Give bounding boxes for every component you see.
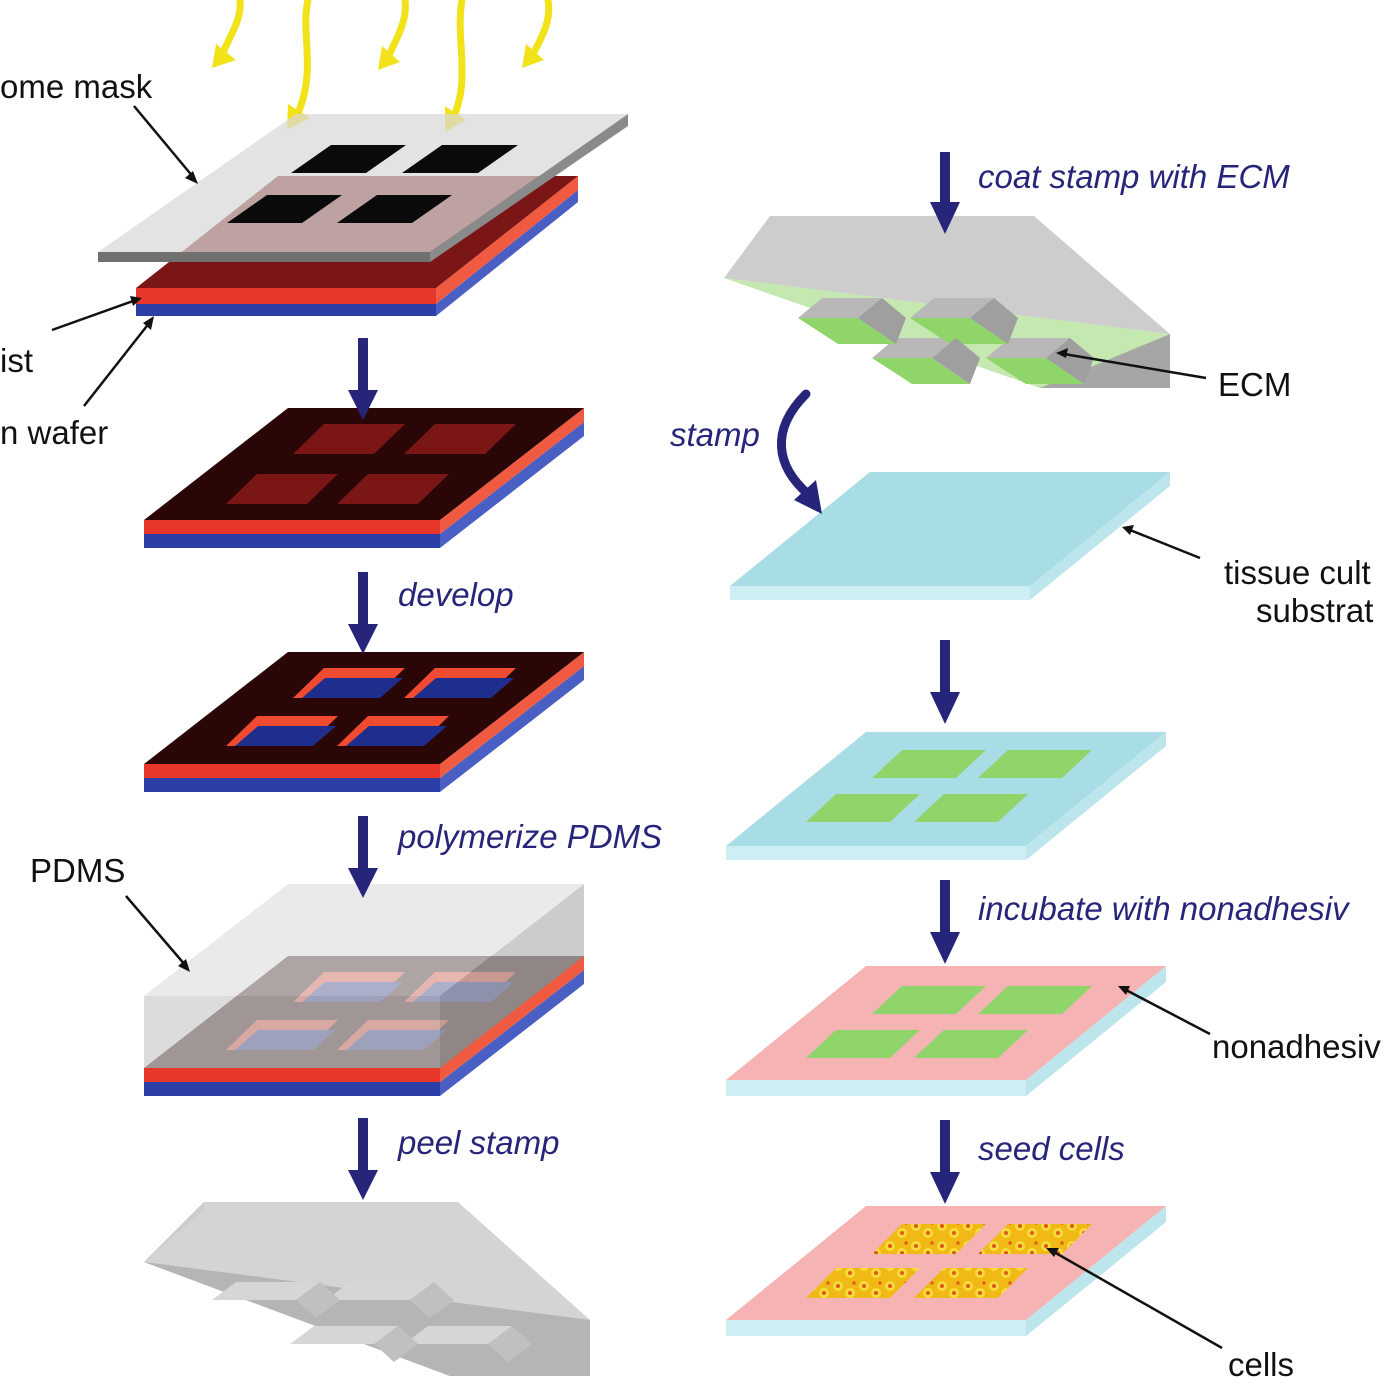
cells-label: cells [1228, 1346, 1294, 1383]
wafer-with-mask [98, 114, 628, 316]
exposed-wafer [144, 408, 584, 548]
chrome-mask-label: ome mask [0, 68, 153, 105]
step-stamp: stamp [670, 416, 760, 453]
cell-island [914, 1268, 1028, 1298]
pdms-label: PDMS [30, 852, 125, 889]
left-step-arrows [348, 338, 378, 1200]
step-develop: develop [398, 576, 514, 613]
tissue-culture-substrate [730, 472, 1170, 600]
pdms-on-master [144, 884, 584, 1096]
step-seed-cells: seed cells [978, 1130, 1125, 1167]
right-step-arrows [930, 152, 960, 1204]
ecm-label: ECM [1218, 366, 1291, 403]
step-peel-stamp: peel stamp [397, 1124, 559, 1161]
cell-island [872, 1224, 986, 1254]
cell-island [806, 1268, 920, 1298]
tissue-culture-label-line2: substrat [1256, 592, 1373, 629]
seeded-cells-substrate [726, 1206, 1166, 1336]
right-pointer-lines [1046, 348, 1223, 1350]
photoresist-label: ist [0, 342, 33, 379]
step-coat-stamp-with-ecm: coat stamp with ECM [978, 158, 1290, 195]
stamp-curved-arrow [777, 389, 822, 514]
cell-island [978, 1224, 1092, 1254]
nonadhesive-label: nonadhesiv [1212, 1028, 1381, 1065]
nonadhesive-substrate [726, 966, 1166, 1096]
step-polymerize-pdms: polymerize PDMS [397, 818, 662, 855]
ecm-coated-stamp [724, 216, 1170, 388]
stamped-substrate [726, 732, 1166, 860]
left-pointer-lines [51, 105, 198, 972]
developed-wafer [144, 652, 584, 792]
silicon-wafer-label: n wafer [0, 414, 108, 451]
pdms-stamp [144, 1202, 590, 1376]
uv-light-arrows [218, 0, 553, 124]
tissue-culture-label-line1: tissue cult [1224, 554, 1371, 591]
step-incubate-nonadhesive: incubate with nonadhesiv [978, 890, 1351, 927]
